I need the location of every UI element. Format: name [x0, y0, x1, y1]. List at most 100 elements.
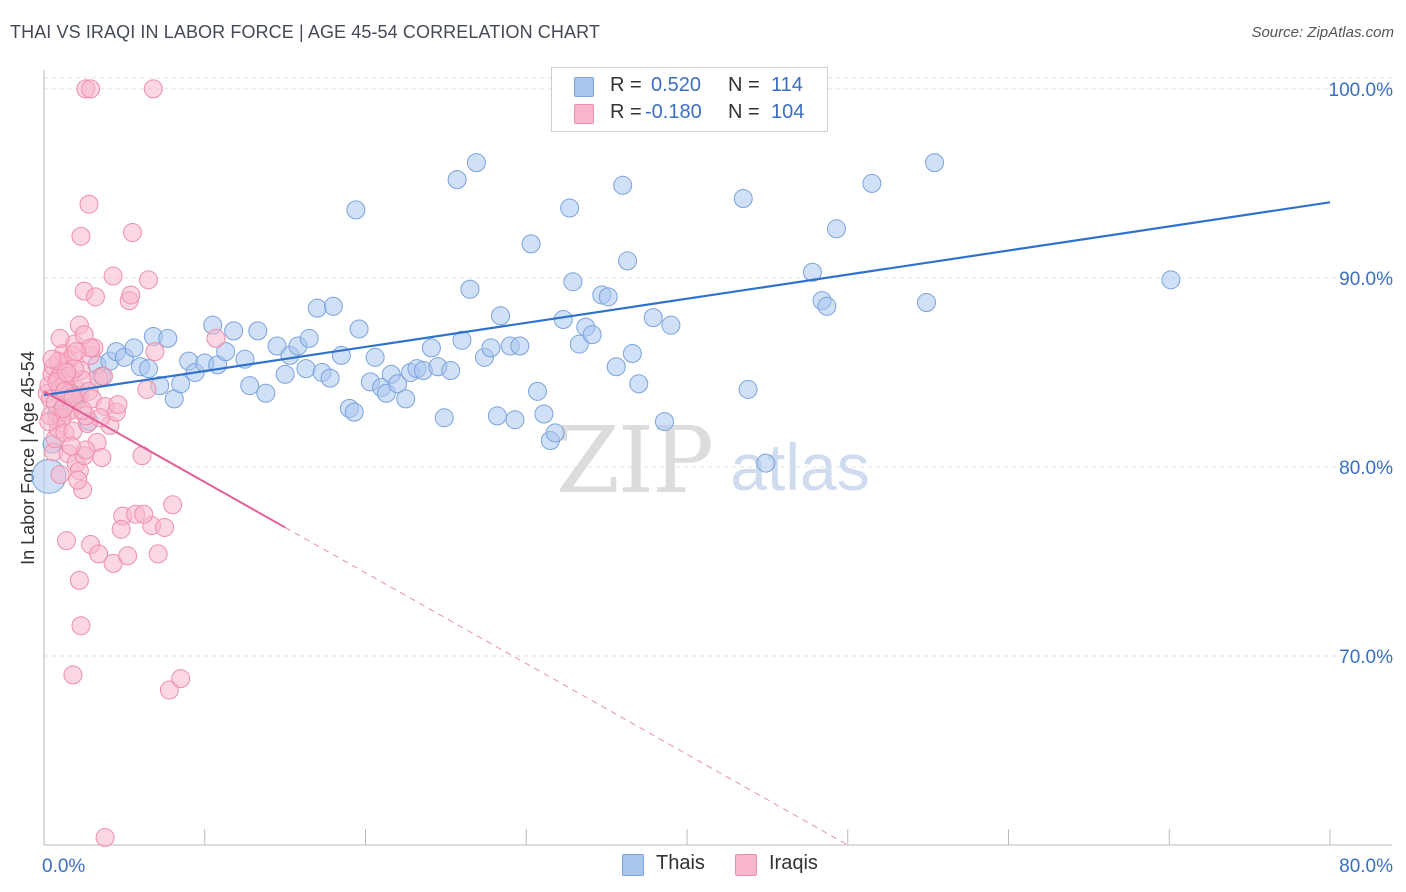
iraqi-point: [92, 448, 112, 467]
thai-point: [917, 293, 937, 312]
iraqi-point: [66, 342, 86, 362]
thai-point: [817, 296, 837, 316]
watermark-atlas: atlas: [730, 430, 869, 504]
iraqis-n-label: N =: [728, 101, 760, 123]
iraqi-point: [69, 570, 89, 590]
thai-point: [388, 374, 408, 394]
iraqi-point: [121, 285, 141, 305]
thais-n-label: N =: [728, 74, 760, 96]
thai-point: [733, 189, 753, 209]
thai-point: [320, 368, 340, 388]
thai-point: [925, 153, 945, 173]
y-tick-label: 90.0%: [1339, 269, 1393, 290]
iraqi-point: [39, 412, 59, 432]
iraqi-point: [57, 362, 77, 382]
legend-row-thais: R = 0.520 N = 114: [552, 74, 827, 100]
thais-r-label: R =: [610, 74, 642, 96]
thai-point: [622, 344, 642, 364]
thai-point: [460, 279, 480, 299]
thai-point: [521, 234, 541, 254]
y-tick-label: 70.0%: [1339, 647, 1393, 668]
iraqis-legend-icon: [735, 854, 757, 876]
thai-point: [654, 412, 674, 432]
thai-point: [481, 338, 501, 358]
thai-point: [365, 347, 385, 367]
iraqi-point: [145, 342, 165, 362]
iraqi-trend-line: [43, 390, 286, 529]
iraqi-point: [163, 495, 183, 515]
iraqi-point: [85, 287, 105, 307]
thai-point: [346, 200, 366, 220]
thai-point: [296, 359, 316, 379]
iraqis-r-value: -0.180: [645, 101, 702, 123]
thai-point: [307, 298, 327, 318]
iraqi-point: [111, 519, 131, 539]
iraqi-point: [42, 349, 62, 369]
iraqi-point: [61, 436, 81, 456]
iraqi-point: [93, 366, 113, 386]
thai-point: [598, 287, 618, 307]
stats-legend: R = 0.520 N = 114 R = -0.180 N = 104: [551, 67, 828, 132]
iraqi-point: [63, 665, 83, 685]
iraqi-point: [50, 465, 70, 485]
iraqi-points: [37, 79, 226, 847]
thai-trend-line: [43, 201, 1331, 397]
thai-point: [466, 153, 486, 173]
iraqi-point: [79, 194, 99, 214]
thai-point: [421, 338, 441, 358]
watermark-zip: ZIP: [556, 407, 712, 514]
thai-point: [487, 406, 507, 426]
thai-point: [452, 330, 472, 350]
thai-point: [661, 315, 681, 335]
thai-point: [534, 404, 554, 424]
thai-point: [826, 219, 846, 239]
thai-point: [738, 379, 758, 399]
iraqi-point: [148, 544, 168, 564]
thai-point: [240, 376, 260, 396]
thai-point: [582, 325, 602, 345]
thai-point: [349, 319, 369, 339]
iraqis-n-value: 104: [771, 101, 805, 123]
iraqi-point: [68, 470, 88, 490]
iraqis-r-label: R =: [610, 101, 642, 123]
thai-point: [491, 306, 511, 326]
iraqi-point: [81, 79, 101, 99]
iraqi-point: [95, 827, 115, 847]
iraqi-point: [118, 546, 138, 566]
y-axis-label: In Labor Force | Age 45-54: [18, 351, 38, 565]
thai-point: [267, 336, 287, 356]
iraqi-point: [89, 544, 109, 564]
iraqi-point: [134, 504, 154, 524]
iraqi-point: [143, 79, 163, 99]
iraqis-swatch-icon: [574, 104, 594, 124]
iraqi-point: [171, 669, 191, 689]
thai-point: [629, 374, 649, 394]
thai-point: [344, 402, 364, 422]
thai-point: [560, 198, 580, 218]
iraqi-point: [137, 379, 157, 399]
thai-point: [299, 328, 319, 348]
thai-point: [618, 251, 638, 271]
thai-point: [224, 321, 244, 341]
thais-legend-icon: [622, 854, 644, 876]
iraqi-point: [206, 328, 226, 348]
iraqi-point: [71, 616, 91, 636]
thai-point: [510, 336, 530, 356]
iraqi-point: [71, 226, 91, 246]
x-tick-label-max: 80.0%: [1339, 856, 1393, 877]
thai-point: [802, 262, 822, 282]
thai-point: [505, 410, 525, 430]
legend-row-iraqis: R = -0.180 N = 104: [552, 101, 827, 127]
thai-point: [756, 453, 776, 473]
iraqi-point: [103, 266, 123, 286]
x-tick-label-min: 0.0%: [42, 856, 85, 877]
thai-point: [138, 359, 158, 379]
thai-point: [545, 423, 565, 443]
iraqi-point: [108, 395, 128, 415]
thai-point: [606, 357, 626, 377]
y-tick-label: 100.0%: [1329, 80, 1394, 101]
iraqi-point: [159, 680, 179, 700]
thai-point: [563, 272, 583, 292]
iraqi-point: [122, 223, 142, 243]
